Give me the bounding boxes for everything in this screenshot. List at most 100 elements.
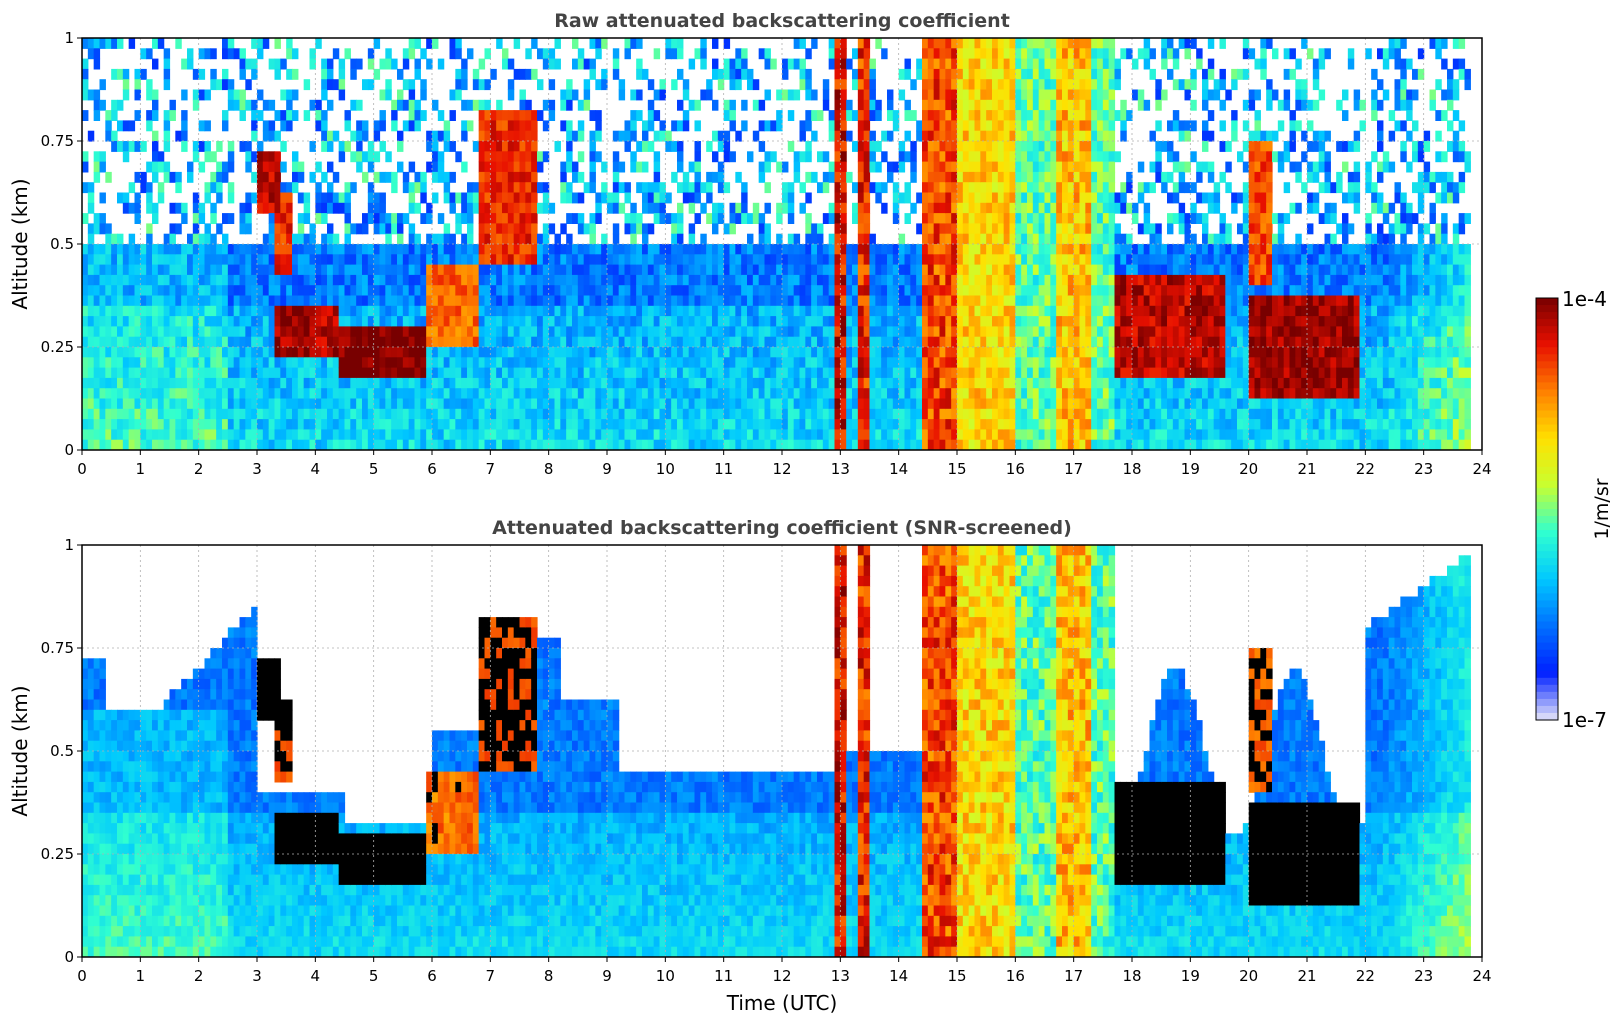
heatmap-cell (583, 398, 591, 410)
heatmap-cell (210, 233, 217, 245)
heatmap-cell (933, 202, 941, 214)
heatmap-cell (548, 223, 556, 235)
heatmap-cell (811, 305, 818, 317)
heatmap-cell (490, 377, 497, 389)
heatmap-cell (362, 419, 369, 430)
heatmap-cell (146, 274, 153, 286)
heatmap-cell (962, 347, 970, 358)
heatmap-cell (502, 192, 509, 204)
heatmap-cell (537, 182, 544, 194)
heatmap-cell (414, 408, 421, 420)
heatmap-cell (1003, 58, 1011, 70)
heatmap-cell (577, 99, 585, 111)
heatmap-cell (968, 192, 976, 204)
heatmap-cell (700, 244, 707, 255)
heatmap-cell (997, 316, 1005, 327)
heatmap-cell (175, 305, 182, 317)
heatmap-cell (443, 367, 451, 379)
heatmap-cell (1027, 285, 1034, 297)
heatmap-cell (612, 68, 620, 80)
heatmap-cell (227, 316, 235, 327)
heatmap-cell (455, 38, 462, 49)
heatmap-cell (420, 171, 427, 183)
heatmap-cell (297, 439, 305, 450)
heatmap-cell (898, 161, 906, 173)
heatmap-cell (397, 213, 404, 224)
heatmap-cell (93, 305, 101, 317)
heatmap-cell (776, 357, 783, 369)
heatmap-cell (951, 388, 958, 400)
heatmap-cell (233, 244, 241, 255)
heatmap-cell (391, 244, 398, 255)
heatmap-cell (338, 79, 346, 91)
heatmap-cell (688, 285, 696, 297)
heatmap-cell (426, 377, 433, 389)
heatmap-cell (957, 357, 964, 369)
heatmap-cell (875, 182, 882, 194)
heatmap-cell (642, 336, 649, 348)
heatmap-cell (980, 336, 987, 348)
heatmap-cell (992, 285, 999, 297)
heatmap-cell (805, 68, 812, 80)
heatmap-cell (694, 388, 701, 400)
heatmap-cell (99, 38, 106, 49)
heatmap-cell (665, 274, 672, 286)
heatmap-cell (274, 264, 281, 276)
heatmap-cell (239, 326, 246, 338)
heatmap-cell (659, 202, 666, 214)
heatmap-cell (332, 316, 340, 327)
heatmap-cell (834, 130, 841, 142)
heatmap-cell (951, 357, 958, 369)
heatmap-cell (922, 244, 929, 255)
heatmap-cell (303, 367, 311, 379)
heatmap-cell (747, 274, 754, 286)
heatmap-cell (752, 367, 760, 379)
heatmap-cell (589, 110, 596, 121)
heatmap-cell (595, 202, 602, 214)
heatmap-cell (432, 419, 439, 430)
heatmap-cell (817, 295, 824, 307)
heatmap-cell (682, 182, 690, 194)
heatmap-cell (624, 192, 631, 204)
heatmap-cell (408, 377, 416, 389)
heatmap-cell (350, 244, 357, 255)
heatmap-cell (367, 202, 375, 214)
heatmap-cell (478, 347, 486, 358)
heatmap-cell (782, 285, 789, 297)
heatmap-cell (811, 377, 818, 389)
heatmap-cell (566, 347, 573, 358)
heatmap-cell (811, 223, 818, 235)
heatmap-cell (787, 305, 795, 317)
heatmap-cell (408, 367, 416, 379)
heatmap-cell (671, 347, 678, 358)
heatmap-cell (612, 151, 620, 163)
heatmap-cell (175, 295, 182, 307)
heatmap-cell (962, 120, 970, 132)
heatmap-cell (898, 192, 906, 204)
heatmap-cell (589, 254, 596, 266)
heatmap-cell (583, 347, 591, 358)
heatmap-cell (700, 233, 707, 245)
heatmap-cell (146, 367, 153, 379)
heatmap-cell (682, 408, 690, 420)
heatmap-cell (268, 295, 276, 307)
heatmap-cell (881, 244, 888, 255)
heatmap-cell (140, 285, 147, 297)
heatmap-cell (513, 367, 521, 379)
heatmap-cell (986, 89, 993, 101)
heatmap-cell (1015, 151, 1022, 163)
heatmap-cell (344, 213, 351, 224)
heatmap-cell (111, 244, 118, 255)
heatmap-cell (787, 110, 795, 121)
heatmap-cell (875, 38, 882, 49)
heatmap-cell (122, 377, 130, 389)
heatmap-cell (1015, 429, 1022, 441)
heatmap-cell (834, 264, 841, 276)
heatmap-cell (933, 151, 941, 163)
heatmap-cell (892, 110, 900, 121)
heatmap-cell (647, 295, 655, 307)
heatmap-cell (933, 171, 941, 183)
heatmap-cell (140, 326, 147, 338)
heatmap-cell (309, 398, 316, 410)
heatmap-cell (181, 419, 188, 430)
